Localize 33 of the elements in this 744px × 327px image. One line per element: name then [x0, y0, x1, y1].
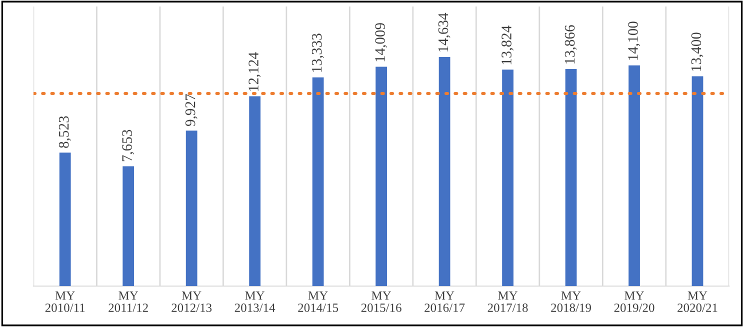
bar — [692, 76, 704, 286]
x-tick-label: MY 2015/16 — [361, 291, 402, 312]
bar — [312, 77, 324, 286]
bar — [502, 70, 514, 286]
bar — [59, 152, 71, 286]
x-tick-label: MY 2019/20 — [614, 291, 654, 312]
bar — [565, 68, 577, 286]
data-label: 13,866 — [564, 25, 577, 64]
data-label: 14,634 — [438, 12, 450, 52]
bar — [249, 96, 261, 286]
data-label: 14,009 — [375, 23, 388, 62]
x-tick-label: MY 2020/21 — [678, 291, 718, 312]
x-tick-label: MY 2010/11 — [45, 291, 85, 312]
bar — [628, 65, 640, 286]
bar — [122, 166, 134, 286]
x-tick-label: MY 2014/15 — [298, 291, 338, 312]
data-label: 12,124 — [248, 52, 261, 91]
data-label: 9,927 — [185, 94, 198, 126]
x-tick-label: MY 2013/14 — [234, 291, 276, 312]
bar — [186, 130, 198, 286]
bar — [438, 56, 450, 286]
data-label: 13,400 — [691, 32, 704, 71]
x-tick-label: MY 2017/18 — [488, 291, 528, 312]
data-label: 13,333 — [312, 34, 324, 72]
data-label: 7,653 — [122, 130, 134, 162]
data-label: 14,100 — [628, 22, 640, 60]
bar — [376, 66, 387, 286]
data-label: 13,824 — [502, 26, 514, 64]
data-label: 8,523 — [58, 116, 71, 148]
x-tick-label: MY 2012/13 — [172, 291, 212, 312]
x-tick-label: MY 2011/12 — [108, 291, 148, 312]
x-tick-label: MY 2016/17 — [424, 291, 465, 312]
x-tick-label: MY 2018/19 — [551, 291, 591, 312]
